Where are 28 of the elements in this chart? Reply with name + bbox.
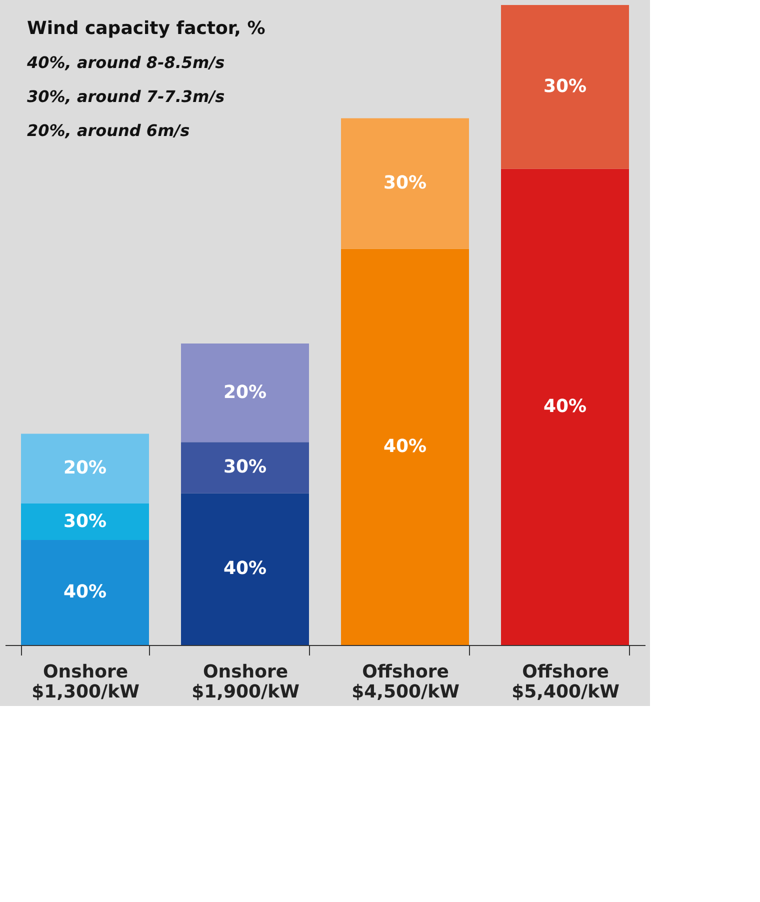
text: 40% (223, 558, 267, 580)
bar (341, 248, 469, 645)
bar (181, 442, 309, 494)
bar (181, 344, 309, 442)
legend-title: Wind capacity factor, % (27, 18, 266, 39)
bar (21, 434, 149, 504)
text: 30% (383, 172, 427, 194)
bar (341, 118, 469, 249)
bar (501, 5, 629, 169)
annotation: 20%, around 6m/s (27, 121, 190, 140)
series-label: 30% (63, 510, 107, 532)
text: 30% (543, 76, 587, 97)
annotation: 30%, around 7-7.3m/s (27, 87, 225, 106)
bar (501, 168, 629, 645)
text: 40% (543, 396, 587, 417)
bar (181, 493, 309, 645)
text: 30% (223, 456, 267, 478)
bar (21, 540, 149, 645)
series-label: 40% (63, 582, 107, 603)
x-tick-label: Onshore $1,900/kW (192, 662, 300, 702)
series-label: 20% (63, 458, 107, 479)
text: 40% (383, 436, 427, 457)
x-tick-label: Offshore $5,400/kW (512, 662, 620, 702)
annotation: 40%, around 8-8.5m/s (26, 53, 225, 72)
x-tick-label: Onshore $1,300/kW (32, 662, 140, 702)
bar (21, 504, 149, 540)
text: 20% (223, 382, 267, 403)
x-tick-label: Offshore $4,500/kW (352, 662, 460, 702)
